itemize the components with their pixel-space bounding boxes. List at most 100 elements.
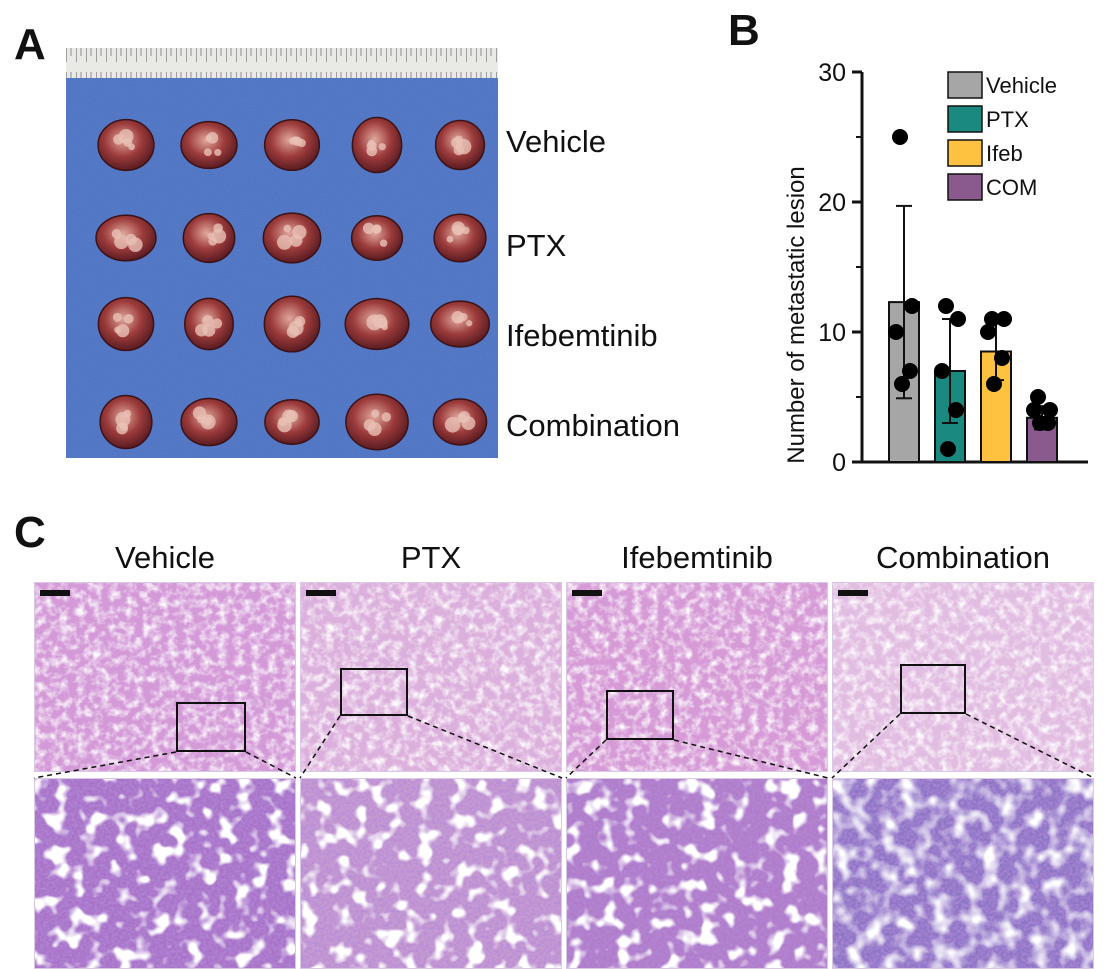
- row-label-ifebemtinib: Ifebemtinib: [506, 318, 658, 353]
- lung-nodule: [202, 315, 214, 327]
- lung-specimen: [180, 120, 238, 170]
- metastatic-lesion-bar-chart: Number of metastatic lesion 0 10 20 30 Vehi…: [783, 59, 1088, 477]
- zoom-region-box: [606, 690, 674, 740]
- lung-specimen: [345, 393, 409, 451]
- lung-nodule: [381, 412, 392, 422]
- lung-nodule: [286, 325, 300, 338]
- lung-specimen: [97, 296, 155, 352]
- histology-zoom-ptx: [300, 778, 562, 969]
- data-point: [984, 311, 1000, 327]
- zoom-region-box: [176, 702, 246, 752]
- lung-specimen-photo: [66, 48, 498, 458]
- legend-swatch: [947, 105, 983, 133]
- y-tick-label: 30: [818, 59, 846, 87]
- data-point: [904, 298, 920, 314]
- lung-nodule: [292, 136, 303, 147]
- lung-nodule: [277, 234, 292, 250]
- data-point: [902, 363, 918, 379]
- lung-nodule: [123, 314, 134, 324]
- legend-swatch: [947, 173, 983, 201]
- lung-nodule: [111, 229, 122, 239]
- lung-nodule: [446, 235, 454, 243]
- lung-nodule: [114, 326, 121, 334]
- y-tick-label: 0: [832, 449, 846, 477]
- panel-a-letter: A: [14, 20, 46, 69]
- lung-nodule: [454, 135, 463, 144]
- data-point: [940, 441, 956, 457]
- legend-swatch: [947, 71, 983, 99]
- data-point: [1030, 389, 1046, 405]
- lung-nodule: [212, 318, 223, 329]
- lung-nodule: [285, 409, 298, 423]
- scale-bar: [306, 590, 336, 596]
- data-point: [1042, 402, 1058, 418]
- lung-nodule: [112, 312, 122, 322]
- histology-zoom-combination: [832, 778, 1094, 969]
- data-point: [938, 298, 954, 314]
- hist-title-ptx: PTX: [400, 540, 462, 575]
- lung-nodule: [466, 320, 473, 327]
- legend-label: PTX: [986, 107, 1029, 132]
- data-point: [892, 129, 908, 145]
- lung-nodule: [362, 222, 375, 235]
- data-point: [994, 350, 1010, 366]
- lung-nodule: [283, 224, 292, 233]
- lung-nodule: [205, 134, 212, 142]
- chart-legend: Vehicle PTX Ifeb COM: [947, 71, 1057, 201]
- histology-overview-ifebemtinib: [566, 582, 828, 772]
- lung-nodule: [371, 409, 380, 418]
- data-point: [948, 402, 964, 418]
- lung-nodule: [128, 143, 136, 151]
- data-point: [980, 324, 996, 340]
- lung-specimens: [95, 116, 491, 451]
- lung-nodule: [125, 233, 137, 246]
- row-label-combination: Combination: [506, 408, 681, 443]
- lung-nodule: [379, 239, 388, 247]
- y-tick-label: 20: [818, 189, 846, 217]
- chart-bars: [888, 301, 1058, 463]
- chart-points: [888, 129, 1058, 457]
- lung-nodule: [123, 409, 132, 418]
- lung-nodule: [295, 318, 302, 326]
- data-point: [894, 376, 910, 392]
- data-point: [986, 376, 1002, 392]
- lung-nodule: [378, 143, 386, 151]
- lung-nodule: [366, 314, 383, 331]
- histology-overview-vehicle: [34, 582, 296, 772]
- histology-zoom-vehicle: [34, 778, 296, 969]
- legend-label: COM: [986, 175, 1037, 200]
- data-point: [996, 311, 1012, 327]
- scale-bar: [572, 590, 602, 596]
- lung-nodule: [292, 224, 307, 240]
- legend-label: Vehicle: [986, 73, 1057, 98]
- data-point: [934, 363, 950, 379]
- lung-nodule: [203, 148, 212, 157]
- data-point: [888, 324, 904, 340]
- hist-title-vehicle: Vehicle: [115, 540, 215, 575]
- lung-nodule: [381, 323, 388, 331]
- lung-specimen: [433, 213, 487, 263]
- histology-zoom-ifebemtinib: [566, 778, 828, 969]
- lung-nodule: [457, 413, 467, 423]
- lung-nodule: [202, 323, 216, 337]
- data-point: [950, 311, 966, 327]
- y-tick-label: 10: [818, 319, 846, 347]
- lung-nodule: [368, 139, 375, 147]
- lung-nodule: [453, 144, 465, 156]
- zoom-region-box: [900, 664, 966, 714]
- lung-nodule: [196, 415, 206, 424]
- lung-nodule: [371, 224, 382, 234]
- lung-specimen: [429, 300, 491, 348]
- hist-title-combination: Combination: [875, 540, 1051, 575]
- lung-specimen: [263, 118, 321, 172]
- ruler: [66, 48, 498, 78]
- panel-b-letter: B: [728, 6, 760, 55]
- scale-bar: [40, 590, 70, 596]
- lung-nodule: [214, 148, 222, 157]
- data-point: [1032, 415, 1048, 431]
- zoom-region-box: [340, 668, 408, 716]
- hist-title-ifebemtinib: Ifebemtinib: [621, 540, 773, 575]
- lung-nodule: [211, 228, 227, 244]
- lung-specimen: [350, 215, 404, 261]
- lung-nodule: [363, 419, 376, 431]
